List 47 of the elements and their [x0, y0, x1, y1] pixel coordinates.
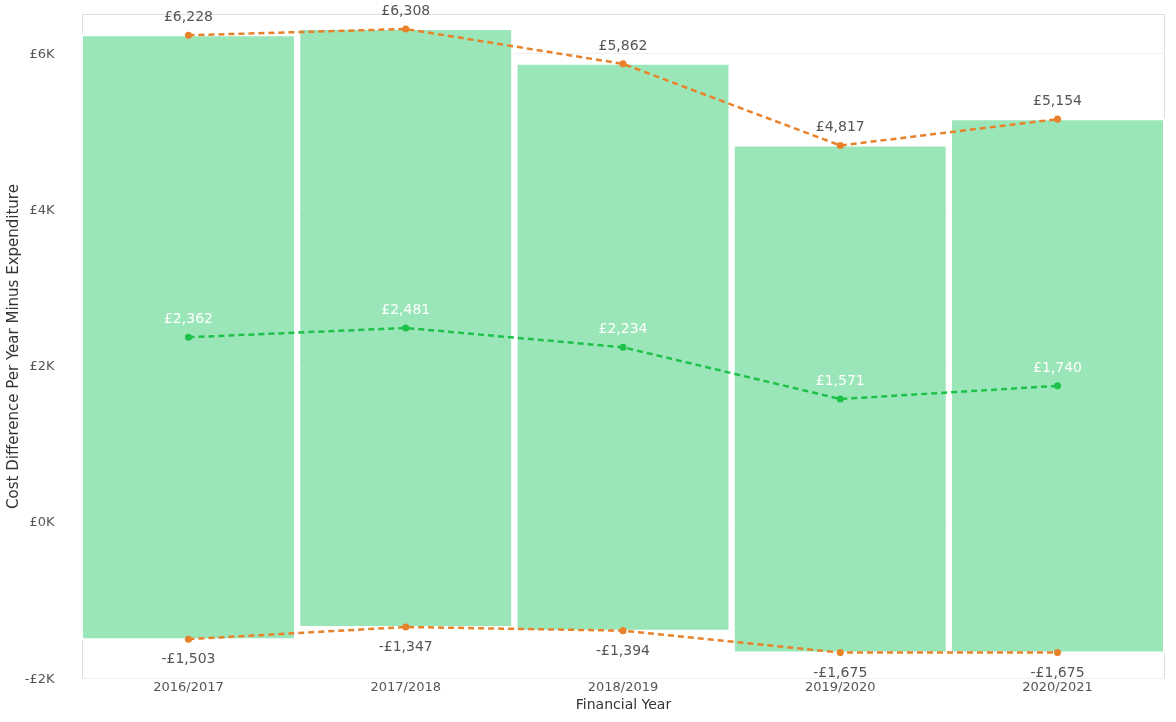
data-label: £2,481	[381, 300, 431, 317]
point	[402, 25, 410, 33]
x-tick-label: 2017/2018	[370, 678, 442, 694]
x-axis-title: Financial Year	[575, 695, 672, 712]
data-label: £1,740	[1033, 358, 1083, 375]
x-tick-label: 2016/2017	[153, 678, 224, 694]
point	[1054, 649, 1062, 657]
point	[1054, 382, 1062, 390]
point	[184, 635, 192, 643]
data-label: -£1,675	[1030, 663, 1085, 680]
bar	[515, 62, 731, 632]
data-label: £2,234	[598, 320, 648, 337]
bar	[950, 118, 1165, 654]
point	[836, 141, 844, 149]
point	[836, 395, 844, 403]
point	[619, 60, 627, 68]
data-label: £5,154	[1033, 92, 1083, 109]
x-tick-label: 2019/2020	[804, 678, 876, 694]
data-label: £5,862	[598, 36, 648, 53]
data-label: £1,571	[815, 372, 865, 389]
data-label: -£1,394	[595, 641, 651, 658]
point	[836, 649, 844, 657]
bar	[298, 28, 514, 628]
point	[402, 623, 410, 631]
bar	[732, 144, 948, 654]
bar	[81, 34, 296, 641]
point	[619, 627, 627, 635]
point	[184, 31, 192, 39]
data-label: £4,817	[815, 118, 865, 135]
y-tick-label: £6K	[29, 45, 55, 61]
y-tick-label: £4K	[29, 201, 55, 217]
point	[184, 333, 192, 341]
y-axis-title: Cost Difference Per Year Minus Expenditure	[3, 184, 22, 509]
data-label: -£1,503	[161, 650, 216, 667]
y-tick-label: £0K	[29, 514, 55, 530]
data-label: -£1,675	[813, 663, 868, 680]
data-label: £6,308	[381, 2, 431, 18]
point	[402, 324, 410, 332]
y-tick-label: -£2K	[24, 670, 55, 686]
y-tick-label: £2K	[29, 358, 55, 374]
data-label: -£1,347	[378, 637, 433, 654]
x-tick-label: 2020/2021	[1022, 678, 1093, 694]
x-tick-label: 2018/2019	[587, 678, 659, 694]
data-label: £6,228	[163, 8, 213, 25]
data-label: £2,362	[163, 310, 213, 327]
point	[619, 343, 627, 351]
point	[1054, 115, 1062, 123]
